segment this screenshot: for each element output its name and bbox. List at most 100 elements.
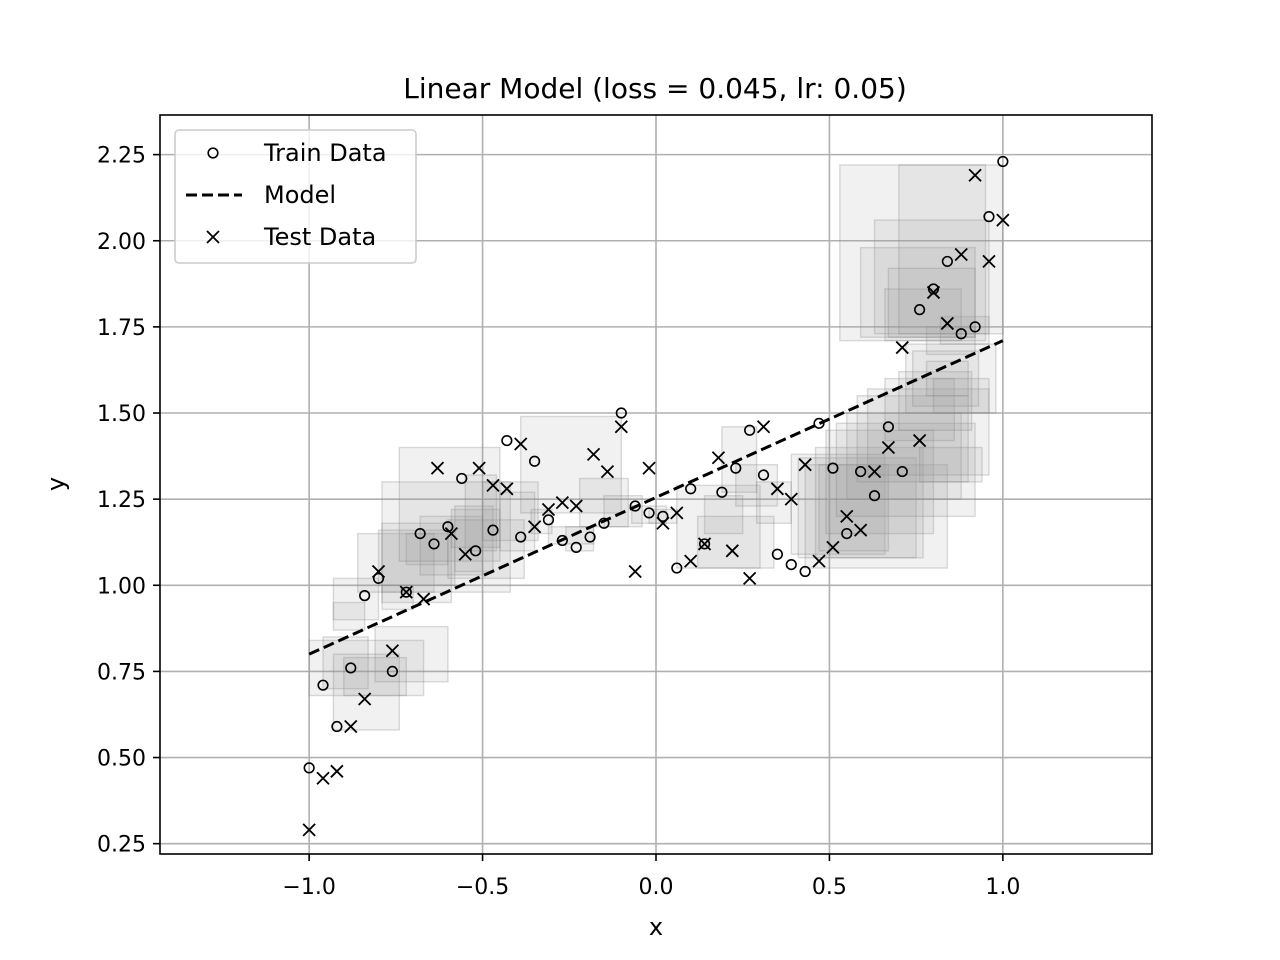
- train-point: [470, 545, 482, 557]
- test-point: [670, 506, 684, 520]
- uncertainty-box: [398, 446, 501, 562]
- test-point: [500, 482, 514, 496]
- train-point: [515, 531, 527, 543]
- test-point: [555, 495, 569, 510]
- test-point: [416, 592, 431, 606]
- train-point: [827, 462, 839, 474]
- test-point: [316, 771, 330, 785]
- uncertainty-box: [454, 505, 494, 573]
- train-point: [456, 472, 468, 485]
- test-point: [614, 420, 628, 434]
- y-tick-label: 1.50: [97, 402, 146, 427]
- train-point: [428, 538, 440, 550]
- test-point: [954, 247, 968, 262]
- y-tick-label: 1.75: [97, 316, 146, 341]
- uncertainty-box: [419, 515, 484, 576]
- test-point: [725, 544, 739, 558]
- uncertainty-box: [703, 494, 744, 535]
- train-point: [841, 527, 853, 540]
- test-point: [867, 464, 882, 479]
- train-point: [615, 407, 627, 419]
- y-tick-label: 1.25: [97, 488, 146, 513]
- uncertainty-box: [866, 388, 990, 476]
- test-point: [798, 458, 812, 472]
- legend-train-label: Train Data: [263, 139, 387, 167]
- uncertainty-box: [905, 343, 997, 414]
- uncertainty-box: [735, 463, 779, 507]
- train-point: [598, 517, 610, 529]
- train-point: [969, 321, 981, 333]
- test-point: [926, 285, 941, 300]
- uncertainty-box: [790, 453, 886, 555]
- test-point: [756, 420, 771, 434]
- uncertainty-box: [332, 601, 366, 631]
- chart-title: Linear Model (loss = 0.045, lr: 0.05): [403, 72, 907, 105]
- test-point: [330, 764, 344, 778]
- test-point: [743, 571, 757, 586]
- test-point: [371, 564, 386, 579]
- train-point: [799, 565, 811, 578]
- test-point: [881, 440, 896, 455]
- legend-train-marker: [207, 147, 219, 159]
- uncertainty-box: [405, 532, 449, 566]
- train-point: [331, 720, 343, 733]
- test-point: [656, 516, 670, 530]
- train-point: [757, 469, 770, 481]
- test-point: [527, 520, 542, 534]
- y-tick-label: 1.00: [97, 574, 146, 599]
- test-point: [684, 554, 698, 568]
- train-point: [584, 531, 596, 543]
- train-point: [813, 417, 825, 429]
- train-point: [442, 521, 454, 533]
- grid-layer: [160, 115, 1152, 854]
- uncertainty-box: [873, 219, 990, 335]
- test-point: [399, 585, 413, 599]
- model-line: [308, 339, 1004, 656]
- train-point: [487, 524, 499, 536]
- uncertainty-box: [918, 446, 983, 483]
- test-point: [711, 451, 726, 465]
- y-tick-label: 2.00: [97, 230, 146, 255]
- test-point: [912, 433, 927, 448]
- train-point: [771, 548, 783, 560]
- test-point: [968, 168, 982, 182]
- x-tick-label: −0.5: [456, 875, 509, 900]
- test-point: [444, 526, 458, 541]
- train-point: [501, 434, 513, 447]
- uncertainty-box: [755, 481, 792, 524]
- x-tick-label: 0.0: [639, 875, 674, 900]
- x-tick-label: 0.5: [812, 875, 847, 900]
- uncertainty-box: [911, 350, 980, 407]
- test-point: [430, 461, 445, 475]
- test-point: [302, 823, 316, 837]
- x-ticks: −1.0 −0.5 0.0 0.5 1.0: [282, 854, 1020, 900]
- test-point: [996, 213, 1010, 227]
- train-points-layer: [303, 155, 1009, 774]
- test-point: [586, 447, 601, 461]
- test-point: [569, 499, 583, 513]
- train-point: [303, 762, 315, 774]
- x-axis-label: x: [649, 913, 663, 941]
- x-tick-label: 1.0: [985, 875, 1020, 900]
- y-tick-label: 0.25: [97, 833, 146, 858]
- uncertainty-box: [676, 484, 761, 569]
- test-points-layer: [302, 168, 1010, 837]
- y-tick-label: 2.25: [97, 144, 146, 169]
- test-point: [486, 478, 500, 492]
- train-point: [372, 572, 385, 584]
- train-point: [983, 211, 995, 223]
- uncertainty-box: [374, 625, 449, 683]
- test-point: [628, 564, 642, 579]
- train-point: [716, 486, 728, 498]
- test-point: [854, 523, 868, 537]
- test-point: [600, 464, 615, 479]
- uncertainty-box: [839, 164, 987, 342]
- train-point: [386, 665, 398, 678]
- train-point: [997, 155, 1009, 168]
- train-point: [400, 586, 412, 598]
- train-point: [730, 462, 742, 474]
- uncertainty-box: [332, 577, 380, 621]
- uncertainty-box: [721, 426, 758, 493]
